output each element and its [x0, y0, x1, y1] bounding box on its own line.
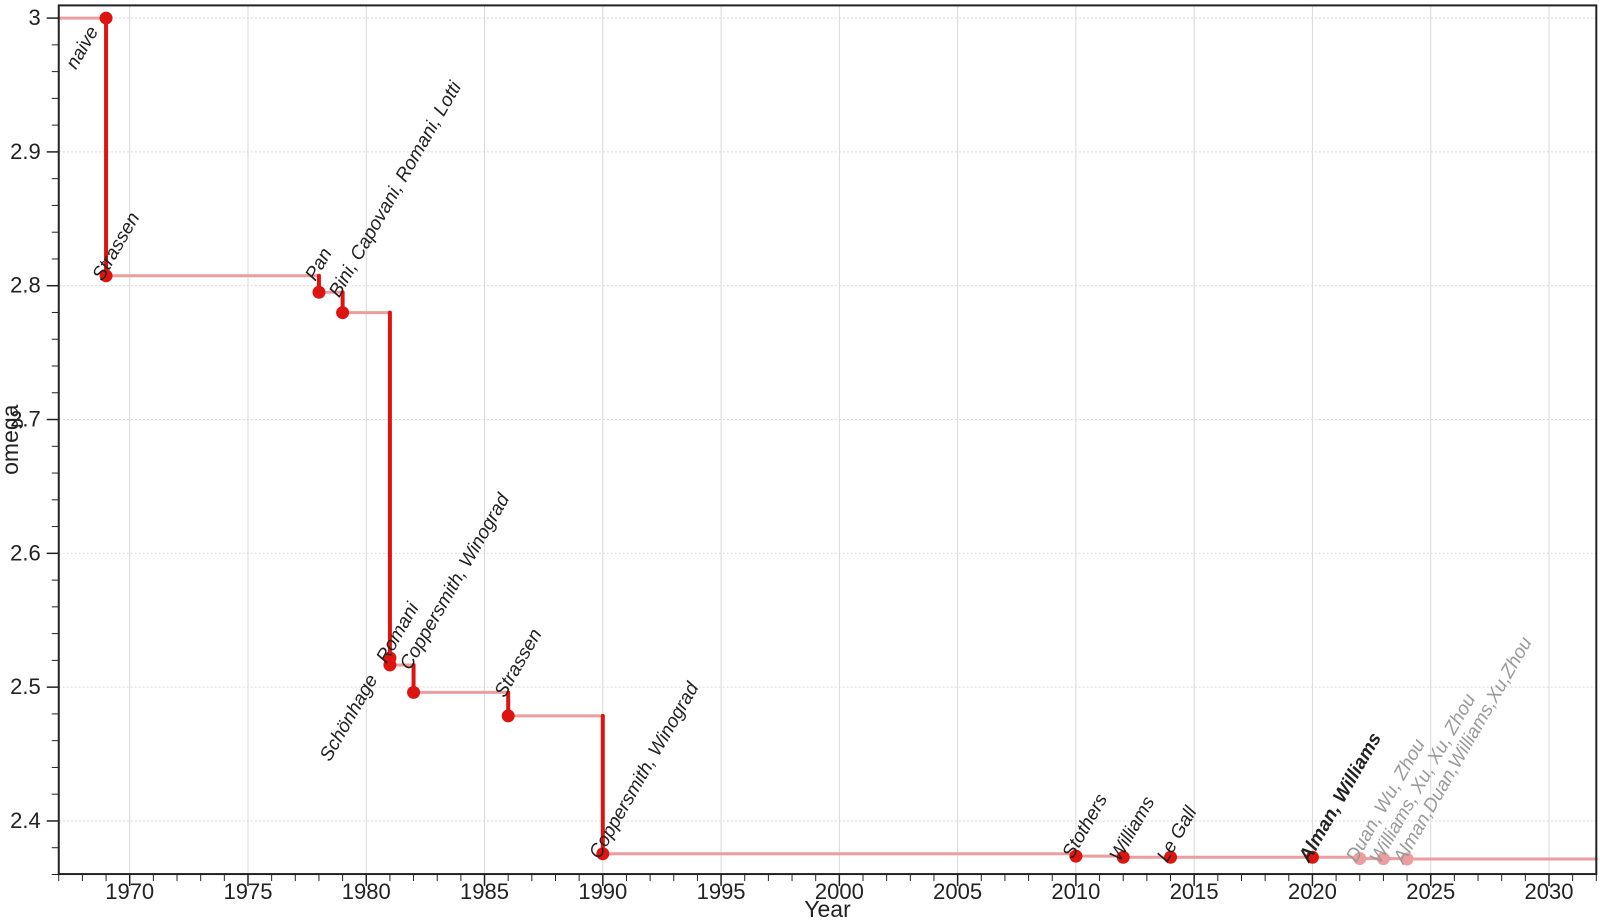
- svg-text:2.6: 2.6: [10, 540, 41, 565]
- svg-text:1995: 1995: [697, 879, 746, 904]
- svg-text:omega: omega: [0, 404, 23, 475]
- svg-text:2030: 2030: [1525, 879, 1574, 904]
- svg-text:2.8: 2.8: [10, 273, 41, 298]
- svg-text:1970: 1970: [105, 879, 154, 904]
- svg-text:1980: 1980: [342, 879, 391, 904]
- svg-text:1985: 1985: [460, 879, 509, 904]
- svg-text:2.9: 2.9: [10, 139, 41, 164]
- svg-text:1990: 1990: [578, 879, 627, 904]
- svg-text:2010: 2010: [1051, 879, 1100, 904]
- svg-text:3: 3: [29, 5, 41, 30]
- svg-text:2015: 2015: [1170, 879, 1219, 904]
- svg-text:Year: Year: [804, 896, 851, 920]
- svg-text:2.4: 2.4: [10, 808, 41, 833]
- svg-text:1975: 1975: [224, 879, 273, 904]
- svg-text:2025: 2025: [1406, 879, 1455, 904]
- svg-text:2.5: 2.5: [10, 674, 41, 699]
- svg-text:2005: 2005: [933, 879, 982, 904]
- svg-text:2020: 2020: [1288, 879, 1337, 904]
